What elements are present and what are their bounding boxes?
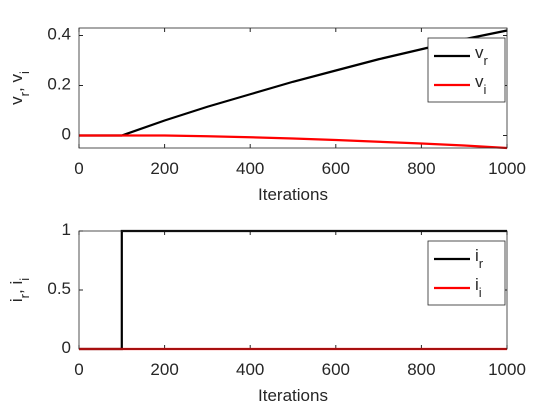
y-tick-label: 0.5 <box>47 279 71 298</box>
x-tick-label: 800 <box>407 159 435 178</box>
y-tick-label: 1 <box>62 220 71 239</box>
legend-label: vi <box>475 72 487 96</box>
legend-label: vr <box>475 43 489 67</box>
axes-box <box>78 230 508 350</box>
legend-box <box>427 37 506 103</box>
x-tick-label: 800 <box>407 360 435 379</box>
x-tick-label: 1000 <box>488 360 526 379</box>
axes-box <box>78 27 508 149</box>
y-tick-label: 0 <box>62 125 71 144</box>
x-tick-label: 0 <box>74 360 83 379</box>
x-tick-label: 600 <box>322 159 350 178</box>
y-tick-label: 0.2 <box>47 75 71 94</box>
x-tick-label: 400 <box>236 360 264 379</box>
y-axis-label: vr, vi <box>7 71 31 105</box>
x-tick-label: 0 <box>74 159 83 178</box>
x-tick-label: 1000 <box>488 159 526 178</box>
y-tick-label: 0 <box>62 338 71 357</box>
x-tick-label: 400 <box>236 159 264 178</box>
legend-box <box>427 240 506 306</box>
y-tick-label: 0.4 <box>47 25 71 44</box>
x-axis-label: Iterations <box>258 386 328 405</box>
x-tick-label: 200 <box>150 159 178 178</box>
legend-label: ir <box>475 246 484 270</box>
x-axis-label: Iterations <box>258 185 328 204</box>
x-tick-label: 600 <box>322 360 350 379</box>
series-line <box>79 134 508 150</box>
legend-label: ii <box>475 275 482 299</box>
x-tick-label: 200 <box>150 360 178 379</box>
y-axis-label: ir, ii <box>7 278 31 302</box>
